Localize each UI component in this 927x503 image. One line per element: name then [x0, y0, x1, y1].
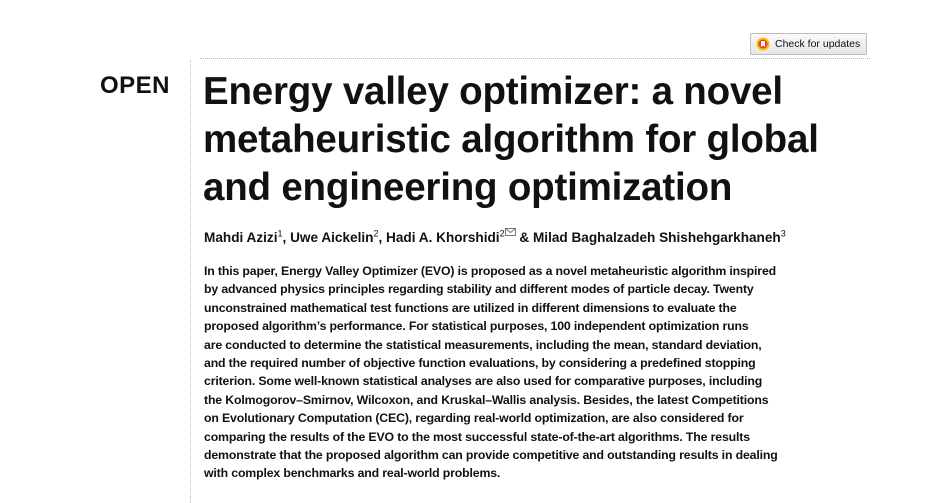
author-separator: & [515, 230, 533, 245]
check-updates-button[interactable]: Check for updates [750, 33, 867, 55]
author-separator: , [282, 230, 291, 245]
open-access-label: OPEN [100, 72, 171, 99]
title-line: and engineering optimization [203, 166, 733, 209]
title-line: metaheuristic algorithm for global [203, 118, 819, 161]
author-list: Mahdi Azizi1, Uwe Aickelin2, Hadi A. Kho… [204, 228, 786, 245]
title-line: Energy valley optimizer: a novel [203, 70, 783, 113]
abstract-line: on Evolutionary Computation (CEC), regar… [204, 411, 744, 426]
abstract-line: comparing the results of the EVO to the … [204, 429, 750, 444]
paper-title: Energy valley optimizer: a novel metaheur… [203, 68, 819, 212]
abstract: In this paper, Energy Valley Optimizer (… [204, 262, 778, 483]
author-affiliation: 2 [499, 228, 505, 239]
author-name: Hadi A. Khorshidi [386, 230, 500, 245]
author-name: Milad Baghalzadeh Shishehgarkhaneh [532, 230, 781, 245]
author-separator: , [378, 230, 387, 245]
author-name: Mahdi Azizi [204, 230, 278, 245]
abstract-line: criterion. Some well-known statistical a… [204, 374, 763, 389]
author-affiliation: 3 [780, 228, 786, 239]
divider-horizontal [200, 58, 870, 59]
check-updates-text[interactable]: Check for updates [775, 38, 861, 50]
email-icon[interactable] [504, 228, 516, 236]
abstract-line: are conducted to determine the statistic… [204, 337, 762, 352]
divider-vertical [190, 60, 191, 503]
abstract-line: In this paper, Energy Valley Optimizer (… [204, 264, 776, 278]
abstract-line: demonstrate that the proposed algorithm … [204, 448, 778, 463]
abstract-line: with complex benchmarks and real-world p… [204, 466, 501, 481]
author-affiliation: 1 [277, 228, 283, 239]
author-affiliation: 2 [373, 228, 379, 239]
abstract-line: by advanced physics principles regarding… [204, 282, 754, 297]
author-name: Uwe Aickelin [290, 230, 374, 245]
abstract-line: proposed algorithm’s performance. For st… [204, 319, 749, 334]
abstract-line: the Kolmogorov–Smirnov, Wilcoxon, and Kr… [204, 392, 769, 407]
check-updates-icon [756, 37, 770, 51]
abstract-line: and the required number of objective fun… [204, 356, 756, 371]
abstract-line: unconstrained mathematical test function… [204, 300, 737, 315]
